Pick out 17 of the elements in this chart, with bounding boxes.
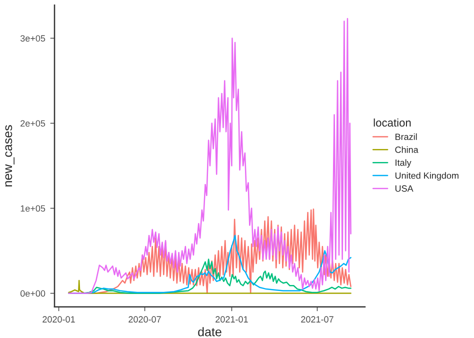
- y-tick-label: 1e+05: [20, 205, 46, 212]
- legend-label: United Kingdom: [395, 172, 458, 181]
- x-tick-label: 2020-01: [42, 316, 75, 323]
- legend-label: China: [395, 146, 418, 153]
- y-tick-label: 3e+05: [20, 35, 46, 42]
- x-tick-label: 2021-07: [301, 316, 334, 323]
- y-tick-label: 0e+00: [20, 290, 46, 297]
- y-axis-title: new_cases: [5, 125, 14, 186]
- x-tick-label: 2021-01: [216, 316, 248, 323]
- x-tick-label: 2020-07: [128, 316, 161, 323]
- legend-label: Italy: [396, 159, 412, 168]
- x-axis-title: date: [198, 327, 222, 336]
- legend-label: USA: [395, 185, 414, 192]
- line-series: [68, 18, 352, 294]
- legend-title: location: [374, 118, 411, 127]
- y-tick-label: 2e+05: [20, 120, 46, 127]
- legend-label: Brazil: [396, 133, 417, 140]
